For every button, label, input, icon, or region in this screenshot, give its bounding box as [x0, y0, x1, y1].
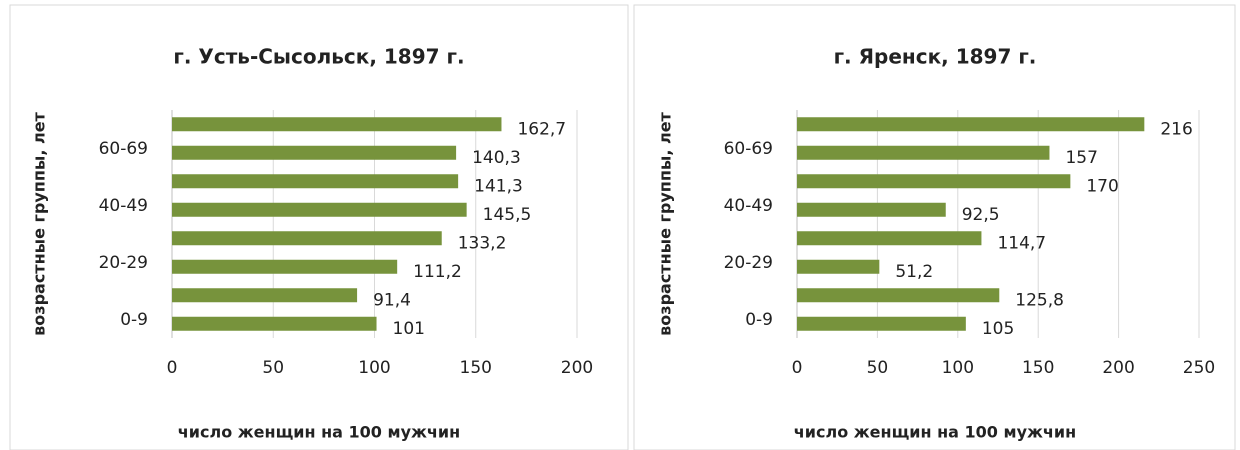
y-tick-label: 60-69 — [724, 139, 773, 159]
y-tick-label: 20-29 — [99, 253, 148, 273]
x-tick-label: 100 — [358, 358, 390, 378]
x-tick-label: 0 — [792, 358, 803, 378]
y-tick-label: 0-9 — [120, 310, 148, 330]
y-tick-label: 0-9 — [745, 310, 773, 330]
value-label: 162,7 — [517, 119, 566, 139]
bar — [172, 174, 459, 189]
value-label: 157 — [1065, 148, 1097, 168]
x-tick-label: 150 — [1022, 358, 1054, 378]
x-tick-label: 200 — [561, 358, 593, 378]
bar — [797, 117, 1145, 132]
value-label: 91,4 — [373, 290, 411, 310]
x-tick-label: 100 — [942, 358, 974, 378]
value-label: 105 — [982, 319, 1014, 339]
value-label: 92,5 — [962, 205, 1000, 225]
value-label: 111,2 — [413, 262, 462, 282]
chart-title: г. Усть-Сысольск, 1897 г. — [173, 45, 464, 69]
y-tick-label: 40-49 — [724, 196, 773, 216]
bar — [797, 316, 966, 331]
value-label: 216 — [1160, 119, 1192, 139]
y-tick-label: 40-49 — [99, 196, 148, 216]
x-tick-label: 50 — [867, 358, 889, 378]
value-label: 101 — [393, 319, 425, 339]
y-tick-label: 60-69 — [99, 139, 148, 159]
panel — [633, 4, 1236, 450]
chart-title: г. Яренск, 1897 г. — [834, 45, 1037, 69]
bar — [172, 288, 358, 303]
value-label: 125,8 — [1015, 290, 1064, 310]
x-tick-label: 250 — [1183, 358, 1215, 378]
x-tick-label: 50 — [262, 358, 284, 378]
bar — [172, 231, 442, 246]
y-axis-title: возрастные группы, лет — [30, 111, 49, 335]
value-label: 141,3 — [474, 176, 523, 196]
value-label: 51,2 — [895, 262, 933, 282]
y-tick-label: 20-29 — [724, 253, 773, 273]
panel — [9, 4, 629, 450]
bar — [797, 145, 1050, 160]
value-label: 145,5 — [483, 205, 532, 225]
bar — [797, 259, 880, 274]
bar — [797, 288, 1000, 303]
bar — [172, 316, 377, 331]
bar — [172, 117, 502, 132]
bar — [797, 174, 1071, 189]
bar — [797, 202, 946, 217]
x-axis-title: число женщин на 100 мужчин — [794, 423, 1076, 442]
bar — [797, 231, 982, 246]
value-label: 114,7 — [997, 233, 1046, 253]
x-tick-label: 200 — [1102, 358, 1134, 378]
bar — [172, 259, 398, 274]
x-axis-title: число женщин на 100 мужчин — [178, 423, 460, 442]
y-axis-title: возрастные группы, лет — [656, 111, 675, 335]
bar — [172, 145, 457, 160]
value-label: 170 — [1086, 176, 1118, 196]
x-tick-label: 150 — [460, 358, 492, 378]
x-tick-label: 0 — [167, 358, 178, 378]
bar — [172, 202, 467, 217]
value-label: 140,3 — [472, 148, 521, 168]
value-label: 133,2 — [458, 233, 507, 253]
